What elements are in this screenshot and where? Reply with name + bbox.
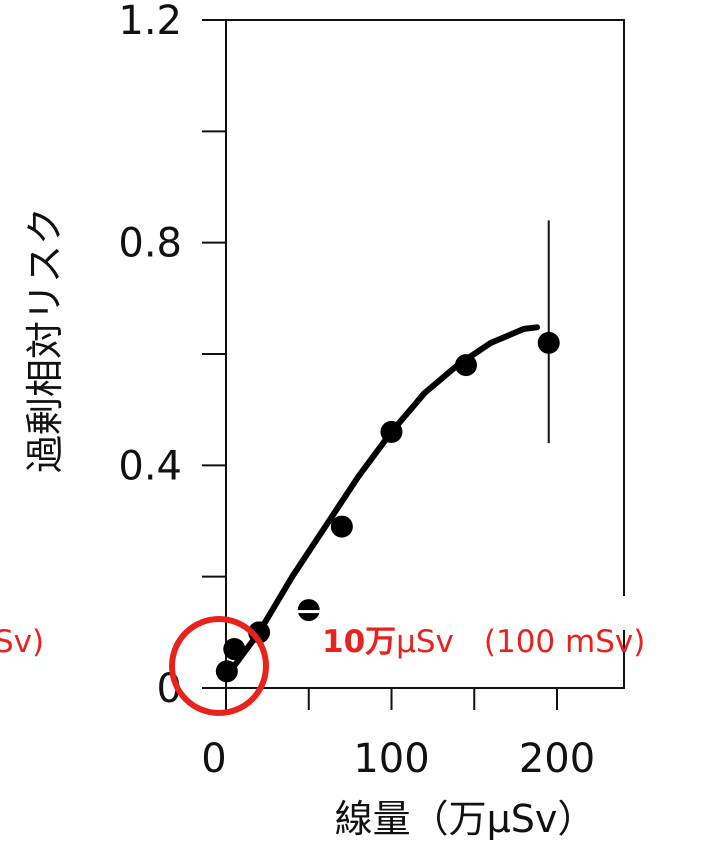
y-tick-label: 1.2: [118, 0, 182, 44]
data-point: [215, 660, 238, 683]
y-tick-label: 0.4: [118, 443, 182, 489]
annotation-dose-unit: μSv: [396, 624, 454, 660]
border-gap: [614, 596, 628, 630]
data-series: [215, 220, 560, 683]
y-axis-title: 過剰相対リスク: [23, 207, 67, 473]
data-point: [454, 354, 477, 377]
data-point-highlight: [296, 610, 321, 614]
annotation-dose-paren: (100 mSv): [484, 624, 645, 660]
data-point: [537, 331, 560, 354]
y-tick-label: 0.8: [118, 221, 182, 267]
y-axis-ticks: 00.40.81.2: [118, 0, 226, 712]
annotation-left-fragment: Sv): [0, 624, 44, 660]
x-axis-title: 線量（万μSv）: [335, 797, 596, 841]
low-dose-highlight-circle: [169, 616, 269, 716]
annotation-dose-bold: 10万: [322, 624, 396, 660]
annotation-dose-label: 10万μSv (100 mSv): [322, 624, 645, 660]
data-point: [223, 638, 246, 661]
data-point: [330, 515, 353, 538]
x-tick-label: 100: [353, 736, 429, 782]
annotation-layer: [169, 616, 269, 716]
x-axis-ticks: 0 100 200: [201, 688, 595, 782]
data-point: [380, 420, 403, 443]
x-tick-label: 200: [519, 736, 595, 782]
x-tick-label: 0: [201, 736, 226, 782]
